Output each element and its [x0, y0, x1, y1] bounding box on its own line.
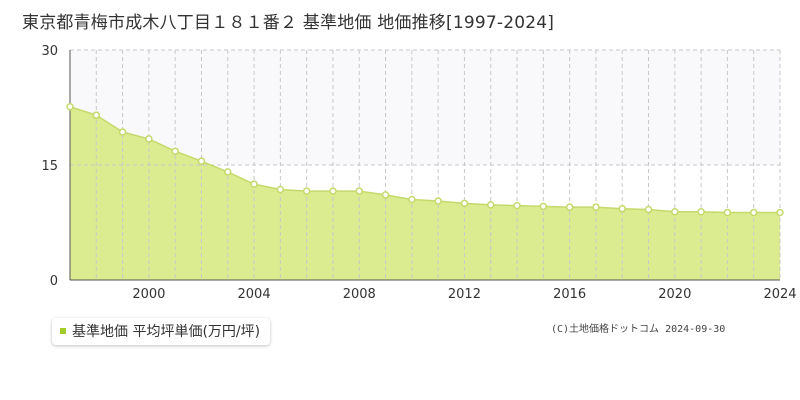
data-point-2003: [224, 168, 232, 176]
data-point-2006: [302, 187, 311, 195]
data-point-2005: [276, 185, 285, 194]
data-point-2014: [513, 201, 521, 210]
data-point-2020: [671, 208, 679, 216]
y-tick-label: 30: [41, 44, 58, 59]
data-point-2011: [434, 197, 442, 205]
x-tick-label: 2020: [658, 287, 691, 302]
data-point-2023: [749, 208, 758, 217]
data-point-2016: [565, 203, 574, 211]
y-tick-label: 0: [50, 274, 58, 289]
x-tick-label: 2004: [238, 287, 271, 302]
chart-title: 東京都青梅市成木八丁目１８１番２ 基準地価 地価推移[1997-2024]: [22, 13, 555, 33]
data-point-1998: [92, 111, 101, 119]
copyright-text: (C)土地価格ドットコム 2024-09-30: [551, 324, 726, 335]
x-tick-label: 2016: [553, 287, 586, 302]
data-point-2017: [592, 203, 600, 211]
data-point-2018: [618, 204, 626, 213]
data-point-2009: [381, 191, 390, 199]
data-point-2019: [644, 205, 653, 214]
series-line: [69, 106, 780, 214]
data-point-2004: [250, 180, 258, 188]
data-point-2000: [145, 135, 153, 143]
legend: 基準地価 平均坪単価(万円/坪): [52, 318, 271, 345]
data-point-2022: [723, 208, 732, 217]
data-point-2012: [460, 199, 469, 208]
data-point-2013: [486, 201, 495, 209]
data-point-2001: [171, 147, 179, 155]
series-area: [70, 106, 780, 280]
x-tick-label: 2012: [448, 287, 481, 302]
data-point-2024: [776, 208, 784, 217]
data-point-2010: [408, 195, 416, 204]
legend-label: 基準地価 平均坪単価(万円/坪): [72, 324, 261, 340]
data-point-2008: [355, 187, 364, 195]
x-tick-label: 2000: [132, 287, 165, 302]
x-tick-label: 2008: [343, 287, 376, 302]
data-point-2007: [329, 187, 337, 195]
y-tick-label: 15: [41, 159, 58, 174]
legend-swatch: [60, 328, 66, 334]
data-point-2021: [697, 208, 705, 216]
data-point-1997: [66, 102, 74, 111]
data-point-2015: [539, 202, 548, 211]
data-point-1999: [118, 128, 127, 136]
x-tick-label: 2024: [763, 287, 796, 302]
plot-upper-band: [70, 50, 780, 165]
data-point-2002: [197, 157, 206, 165]
